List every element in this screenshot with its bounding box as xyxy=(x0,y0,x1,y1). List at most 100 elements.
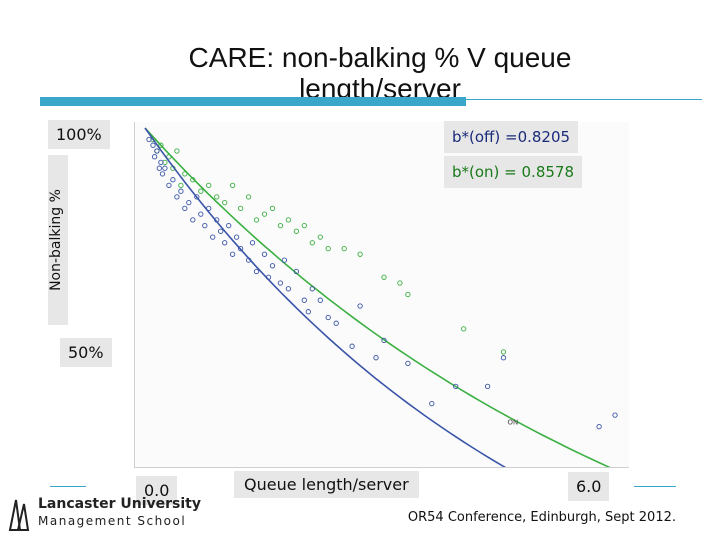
point-off-25 xyxy=(233,234,240,240)
point-on-7 xyxy=(178,182,184,189)
b-on-annotation: b*(on) = 0.8578 xyxy=(444,156,582,188)
logo-line2: Management School xyxy=(38,514,187,528)
point-on-25 xyxy=(317,234,323,240)
point-off-45 xyxy=(373,355,379,361)
point-off-28 xyxy=(249,240,256,246)
y-tick-label-top: 100% xyxy=(48,120,110,149)
point-off-23 xyxy=(226,222,232,229)
point-on-22 xyxy=(293,228,300,234)
point-on-30 xyxy=(397,280,403,286)
point-off-2 xyxy=(151,154,158,160)
b-off-annotation: b*(off) =0.8205 xyxy=(444,121,579,153)
point-off-32 xyxy=(269,263,276,269)
point-off-4 xyxy=(156,165,162,171)
title-rule xyxy=(466,99,702,100)
point-off-0 xyxy=(146,136,152,143)
point-off-40 xyxy=(317,297,323,303)
point-off-15 xyxy=(194,194,200,200)
point-on-32 xyxy=(461,326,467,332)
point-on-2 xyxy=(158,142,164,148)
point-off-9 xyxy=(170,177,176,183)
point-off-39 xyxy=(309,286,315,292)
point-off-24 xyxy=(229,251,236,257)
point-on-18 xyxy=(261,211,268,217)
point-on-28 xyxy=(357,251,363,257)
point-on-31 xyxy=(405,291,411,298)
point-on-12 xyxy=(214,194,220,200)
footer-rule-left xyxy=(50,486,86,487)
point-off-3 xyxy=(154,148,160,154)
point-off-36 xyxy=(293,268,300,275)
fit-curve-off xyxy=(144,127,507,467)
point-off-11 xyxy=(178,188,184,194)
point-off-38 xyxy=(305,309,311,315)
point-off-19 xyxy=(210,234,216,240)
point-off-51 xyxy=(500,355,507,361)
point-off-8 xyxy=(166,182,172,189)
point-off-13 xyxy=(186,199,192,206)
point-off-42 xyxy=(333,320,339,326)
point-off-37 xyxy=(301,297,307,303)
point-off-30 xyxy=(261,251,268,257)
x-tick-label-max: 6.0 xyxy=(568,472,610,501)
point-off-31 xyxy=(265,274,272,280)
point-off-21 xyxy=(218,228,224,234)
point-on-33 xyxy=(500,349,507,355)
point-off-5 xyxy=(158,159,164,166)
footer-rule-right xyxy=(634,486,676,487)
fit-curve-on xyxy=(144,127,611,467)
point-on-29 xyxy=(381,274,387,280)
point-off-7 xyxy=(162,165,168,171)
point-on-8 xyxy=(182,171,188,177)
point-off-17 xyxy=(202,222,208,229)
point-off-53 xyxy=(612,412,618,418)
point-off-26 xyxy=(237,245,244,252)
point-off-14 xyxy=(190,217,196,223)
series-label-on: ON xyxy=(508,418,519,426)
point-off-10 xyxy=(174,194,180,200)
y-axis-label: Non-balking % xyxy=(48,155,68,325)
point-on-17 xyxy=(253,217,260,223)
point-off-27 xyxy=(245,257,252,263)
point-on-15 xyxy=(237,205,244,212)
point-on-9 xyxy=(190,177,196,183)
point-off-48 xyxy=(429,400,435,407)
x-tick-label-min: 0.0 xyxy=(136,476,178,505)
point-off-33 xyxy=(277,280,284,286)
point-on-14 xyxy=(229,182,236,189)
point-off-1 xyxy=(150,142,156,148)
point-off-29 xyxy=(253,268,260,275)
point-off-49 xyxy=(453,383,459,390)
logo-line1: Lancaster University xyxy=(38,496,201,512)
conference-footer: OR54 Conference, Edinburgh, Sept 2012. xyxy=(407,510,676,525)
point-on-6 xyxy=(174,148,180,154)
point-on-24 xyxy=(309,240,315,246)
point-off-34 xyxy=(281,257,288,263)
point-on-21 xyxy=(285,217,292,223)
slide-title: CARE: non-balking % V queue length/serve… xyxy=(188,42,572,104)
point-off-22 xyxy=(222,240,228,246)
point-off-18 xyxy=(206,205,212,212)
point-on-13 xyxy=(222,199,228,206)
y-tick-label-mid: 50% xyxy=(60,338,112,367)
point-off-47 xyxy=(405,360,411,367)
point-off-16 xyxy=(198,211,204,217)
point-on-16 xyxy=(245,194,252,200)
point-on-27 xyxy=(341,245,347,252)
point-on-10 xyxy=(198,188,204,194)
point-off-12 xyxy=(182,205,188,212)
point-on-19 xyxy=(269,205,276,212)
point-off-43 xyxy=(349,343,355,349)
point-off-50 xyxy=(484,383,491,390)
scatter-plot-svg: ONOFF xyxy=(144,127,618,467)
point-off-6 xyxy=(159,171,166,177)
point-off-35 xyxy=(285,286,292,292)
point-off-41 xyxy=(325,314,331,321)
point-on-26 xyxy=(325,245,331,252)
point-on-11 xyxy=(206,182,212,189)
point-on-20 xyxy=(277,222,284,229)
point-off-52 xyxy=(596,423,602,430)
university-logo: Lancaster University Management School xyxy=(6,494,201,534)
logo-mark-icon xyxy=(8,499,30,531)
point-off-44 xyxy=(357,303,363,309)
